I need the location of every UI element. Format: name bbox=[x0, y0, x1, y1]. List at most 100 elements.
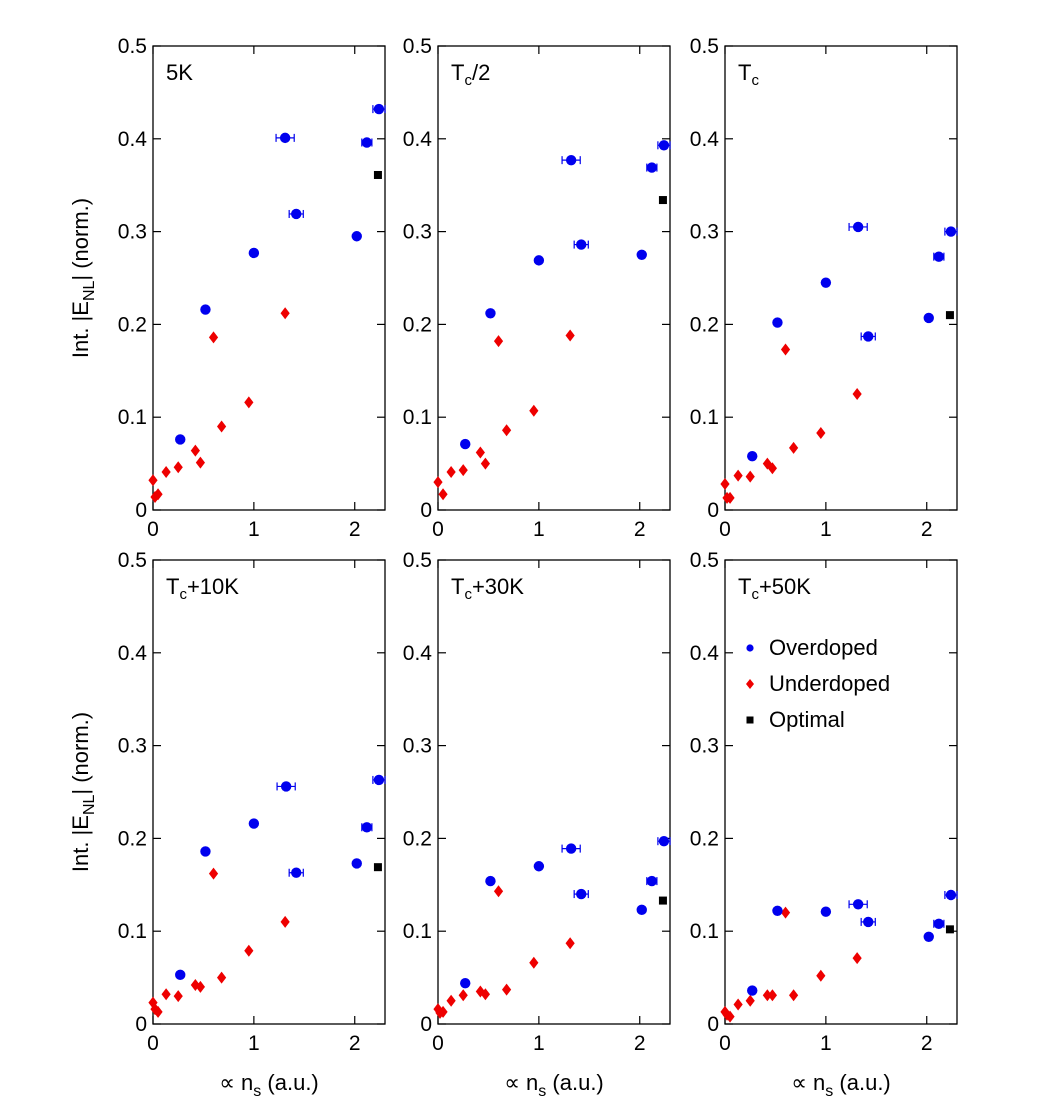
overdoped-point bbox=[646, 875, 658, 887]
overdoped-point bbox=[933, 251, 945, 262]
underdoped-point bbox=[148, 474, 158, 487]
y-tick-label: 0 bbox=[420, 499, 432, 522]
y-tick-label: 0.3 bbox=[403, 735, 432, 758]
overdoped-point bbox=[175, 969, 186, 981]
overdoped-point bbox=[576, 888, 587, 900]
x-tick-label: 1 bbox=[533, 518, 545, 541]
overdoped-point bbox=[485, 875, 496, 887]
x-tick-label: 1 bbox=[248, 518, 260, 541]
underdoped-point bbox=[438, 1005, 448, 1018]
overdoped-point bbox=[361, 137, 373, 148]
overdoped-point bbox=[863, 331, 874, 342]
optimal-point bbox=[945, 925, 954, 934]
y-tick-label: 0.5 bbox=[118, 549, 147, 572]
x-tick-label: 1 bbox=[820, 518, 832, 541]
y-tick-label: 0.4 bbox=[403, 642, 433, 665]
overdoped-point bbox=[945, 889, 957, 901]
x-tick-label: 0 bbox=[147, 518, 159, 541]
optimal-point bbox=[945, 311, 954, 320]
overdoped-point bbox=[351, 858, 362, 869]
y-tick-label: 0.1 bbox=[690, 406, 719, 429]
underdoped-point bbox=[433, 476, 443, 489]
optimal-point bbox=[373, 863, 382, 872]
overdoped-point bbox=[280, 781, 292, 792]
underdoped-point bbox=[480, 988, 491, 1001]
overdoped-point bbox=[820, 906, 832, 917]
overdoped-point bbox=[291, 208, 302, 220]
overdoped-point bbox=[361, 822, 373, 833]
y-tick-label: 0 bbox=[707, 499, 719, 522]
underdoped-point bbox=[446, 465, 456, 478]
y-tick-label: 0.3 bbox=[690, 221, 719, 244]
underdoped-point bbox=[745, 470, 755, 483]
overdoped-point bbox=[923, 312, 934, 324]
x-tick-label: 0 bbox=[719, 1032, 731, 1055]
y-tick-label: 0.5 bbox=[403, 549, 432, 572]
underdoped-point bbox=[788, 441, 799, 454]
overdoped-point bbox=[200, 304, 211, 315]
y-tick-label: 0.5 bbox=[690, 35, 719, 58]
overdoped-point bbox=[945, 226, 957, 237]
overdoped-point bbox=[565, 843, 577, 854]
legend-underdoped-marker bbox=[746, 679, 754, 689]
overdoped-point bbox=[485, 308, 496, 319]
plot-frame bbox=[152, 559, 386, 1025]
underdoped-point bbox=[501, 983, 512, 996]
panel-3: 0 0.1 0.2 0.3 0.4 0.5 0 1 2 Tc bbox=[690, 35, 958, 541]
x-tick-label: 2 bbox=[921, 518, 933, 541]
overdoped-point bbox=[248, 247, 260, 259]
y-tick-label: 0.1 bbox=[118, 920, 147, 943]
underdoped-point bbox=[529, 956, 539, 969]
underdoped-point bbox=[501, 424, 512, 437]
x-tick-label: 2 bbox=[349, 518, 361, 541]
panel-title: Tc/2 bbox=[451, 60, 490, 89]
panel-title: Tc+30K bbox=[451, 574, 524, 603]
plot-frame bbox=[152, 45, 386, 511]
x-tick-label: 0 bbox=[432, 1032, 444, 1055]
underdoped-point bbox=[438, 488, 448, 501]
overdoped-point bbox=[747, 985, 758, 996]
overdoped-point bbox=[646, 162, 658, 173]
panel-6: 0 0.1 0.2 0.3 0.4 0.5 0 1 2 Tc+50K ∝ ns (a.u.) Over… bbox=[690, 549, 958, 1100]
x-axis-label: ∝ ns (a.u.) bbox=[791, 1070, 891, 1100]
underdoped-point bbox=[216, 420, 227, 433]
overdoped-point bbox=[373, 774, 385, 786]
underdoped-point bbox=[565, 329, 575, 342]
legend-overdoped-label: Overdoped bbox=[769, 635, 878, 660]
underdoped-point bbox=[446, 994, 456, 1007]
overdoped-point bbox=[279, 132, 291, 144]
underdoped-point bbox=[725, 1010, 735, 1023]
overdoped-point bbox=[175, 434, 186, 445]
underdoped-point bbox=[480, 457, 491, 470]
x-axis-label: ∝ ns (a.u.) bbox=[504, 1070, 604, 1100]
underdoped-point bbox=[745, 994, 755, 1007]
y-tick-label: 0.4 bbox=[690, 128, 720, 151]
overdoped-point bbox=[460, 977, 471, 989]
overdoped-point bbox=[351, 231, 362, 242]
overdoped-point bbox=[460, 438, 471, 450]
underdoped-point bbox=[733, 469, 743, 482]
y-tick-label: 0.2 bbox=[403, 313, 432, 336]
x-tick-label: 1 bbox=[248, 1032, 260, 1055]
optimal-point bbox=[658, 196, 667, 205]
x-tick-label: 1 bbox=[820, 1032, 832, 1055]
overdoped-point bbox=[291, 867, 302, 878]
y-tick-label: 0.4 bbox=[118, 128, 148, 151]
underdoped-point bbox=[493, 335, 504, 348]
y-tick-label: 0.2 bbox=[118, 313, 147, 336]
x-tick-label: 0 bbox=[719, 518, 731, 541]
underdoped-point bbox=[725, 491, 735, 504]
optimal-point bbox=[658, 896, 667, 905]
legend: Overdoped Underdoped Optimal bbox=[746, 635, 890, 732]
y-tick-label: 0.3 bbox=[118, 221, 147, 244]
overdoped-point bbox=[200, 846, 211, 857]
legend-overdoped-marker bbox=[746, 644, 754, 652]
underdoped-point bbox=[153, 488, 163, 501]
y-tick-label: 0.2 bbox=[403, 827, 432, 850]
y-tick-label: 0.4 bbox=[690, 642, 720, 665]
overdoped-point bbox=[772, 905, 783, 916]
y-tick-label: 0.4 bbox=[403, 128, 433, 151]
y-tick-label: 0.1 bbox=[403, 406, 432, 429]
